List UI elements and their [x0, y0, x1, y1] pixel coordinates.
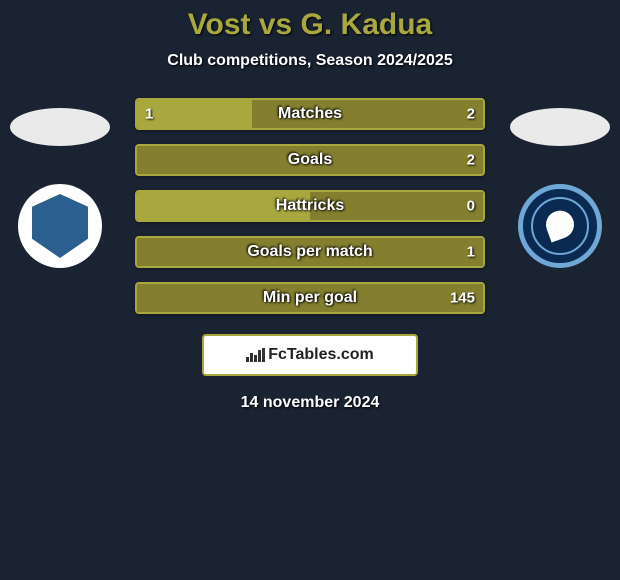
bar-chart-icon [246, 348, 264, 362]
stat-bar-row: Min per goal 145 [135, 282, 485, 314]
club-badge-left [18, 184, 102, 268]
stat-bar-label: Matches [278, 105, 342, 123]
branding-box[interactable]: FcTables.com [202, 334, 418, 376]
stat-bar-label: Hattricks [276, 197, 344, 215]
comparison-layout: Matches 1 2 Goals 2 Hattricks 0 Goals per match… [0, 98, 620, 412]
player-right-avatar-placeholder [510, 108, 610, 146]
stat-bar-label: Goals per match [247, 243, 372, 261]
stat-bar-row: Goals 2 [135, 144, 485, 176]
stat-bar-row: Goals per match 1 [135, 236, 485, 268]
player-right-slot [510, 108, 610, 268]
stat-bar-value-right: 2 [467, 106, 475, 123]
stat-bar-row: Matches 1 2 [135, 98, 485, 130]
club-badge-left-shield [32, 194, 88, 258]
comparison-card: Vost vs G. Kadua Club competitions, Seas… [0, 0, 620, 412]
stat-bar-value-right: 1 [467, 244, 475, 261]
player-left-slot [10, 108, 110, 268]
branding-text: FcTables.com [268, 346, 374, 364]
club-badge-right [518, 184, 602, 268]
subtitle: Club competitions, Season 2024/2025 [0, 52, 620, 70]
stat-bar-row: Hattricks 0 [135, 190, 485, 222]
date-label: 14 november 2024 [0, 394, 620, 412]
page-title: Vost vs G. Kadua [0, 8, 620, 42]
stat-bar-fill-left [137, 100, 252, 128]
stat-bar-value-right: 145 [450, 290, 475, 307]
stat-bars: Matches 1 2 Goals 2 Hattricks 0 Goals per match… [135, 98, 485, 314]
stat-bar-label: Min per goal [263, 289, 357, 307]
stat-bar-value-right: 2 [467, 152, 475, 169]
stat-bar-value-left: 1 [145, 106, 153, 123]
stat-bar-value-right: 0 [467, 198, 475, 215]
stat-bar-label: Goals [288, 151, 332, 169]
player-left-avatar-placeholder [10, 108, 110, 146]
